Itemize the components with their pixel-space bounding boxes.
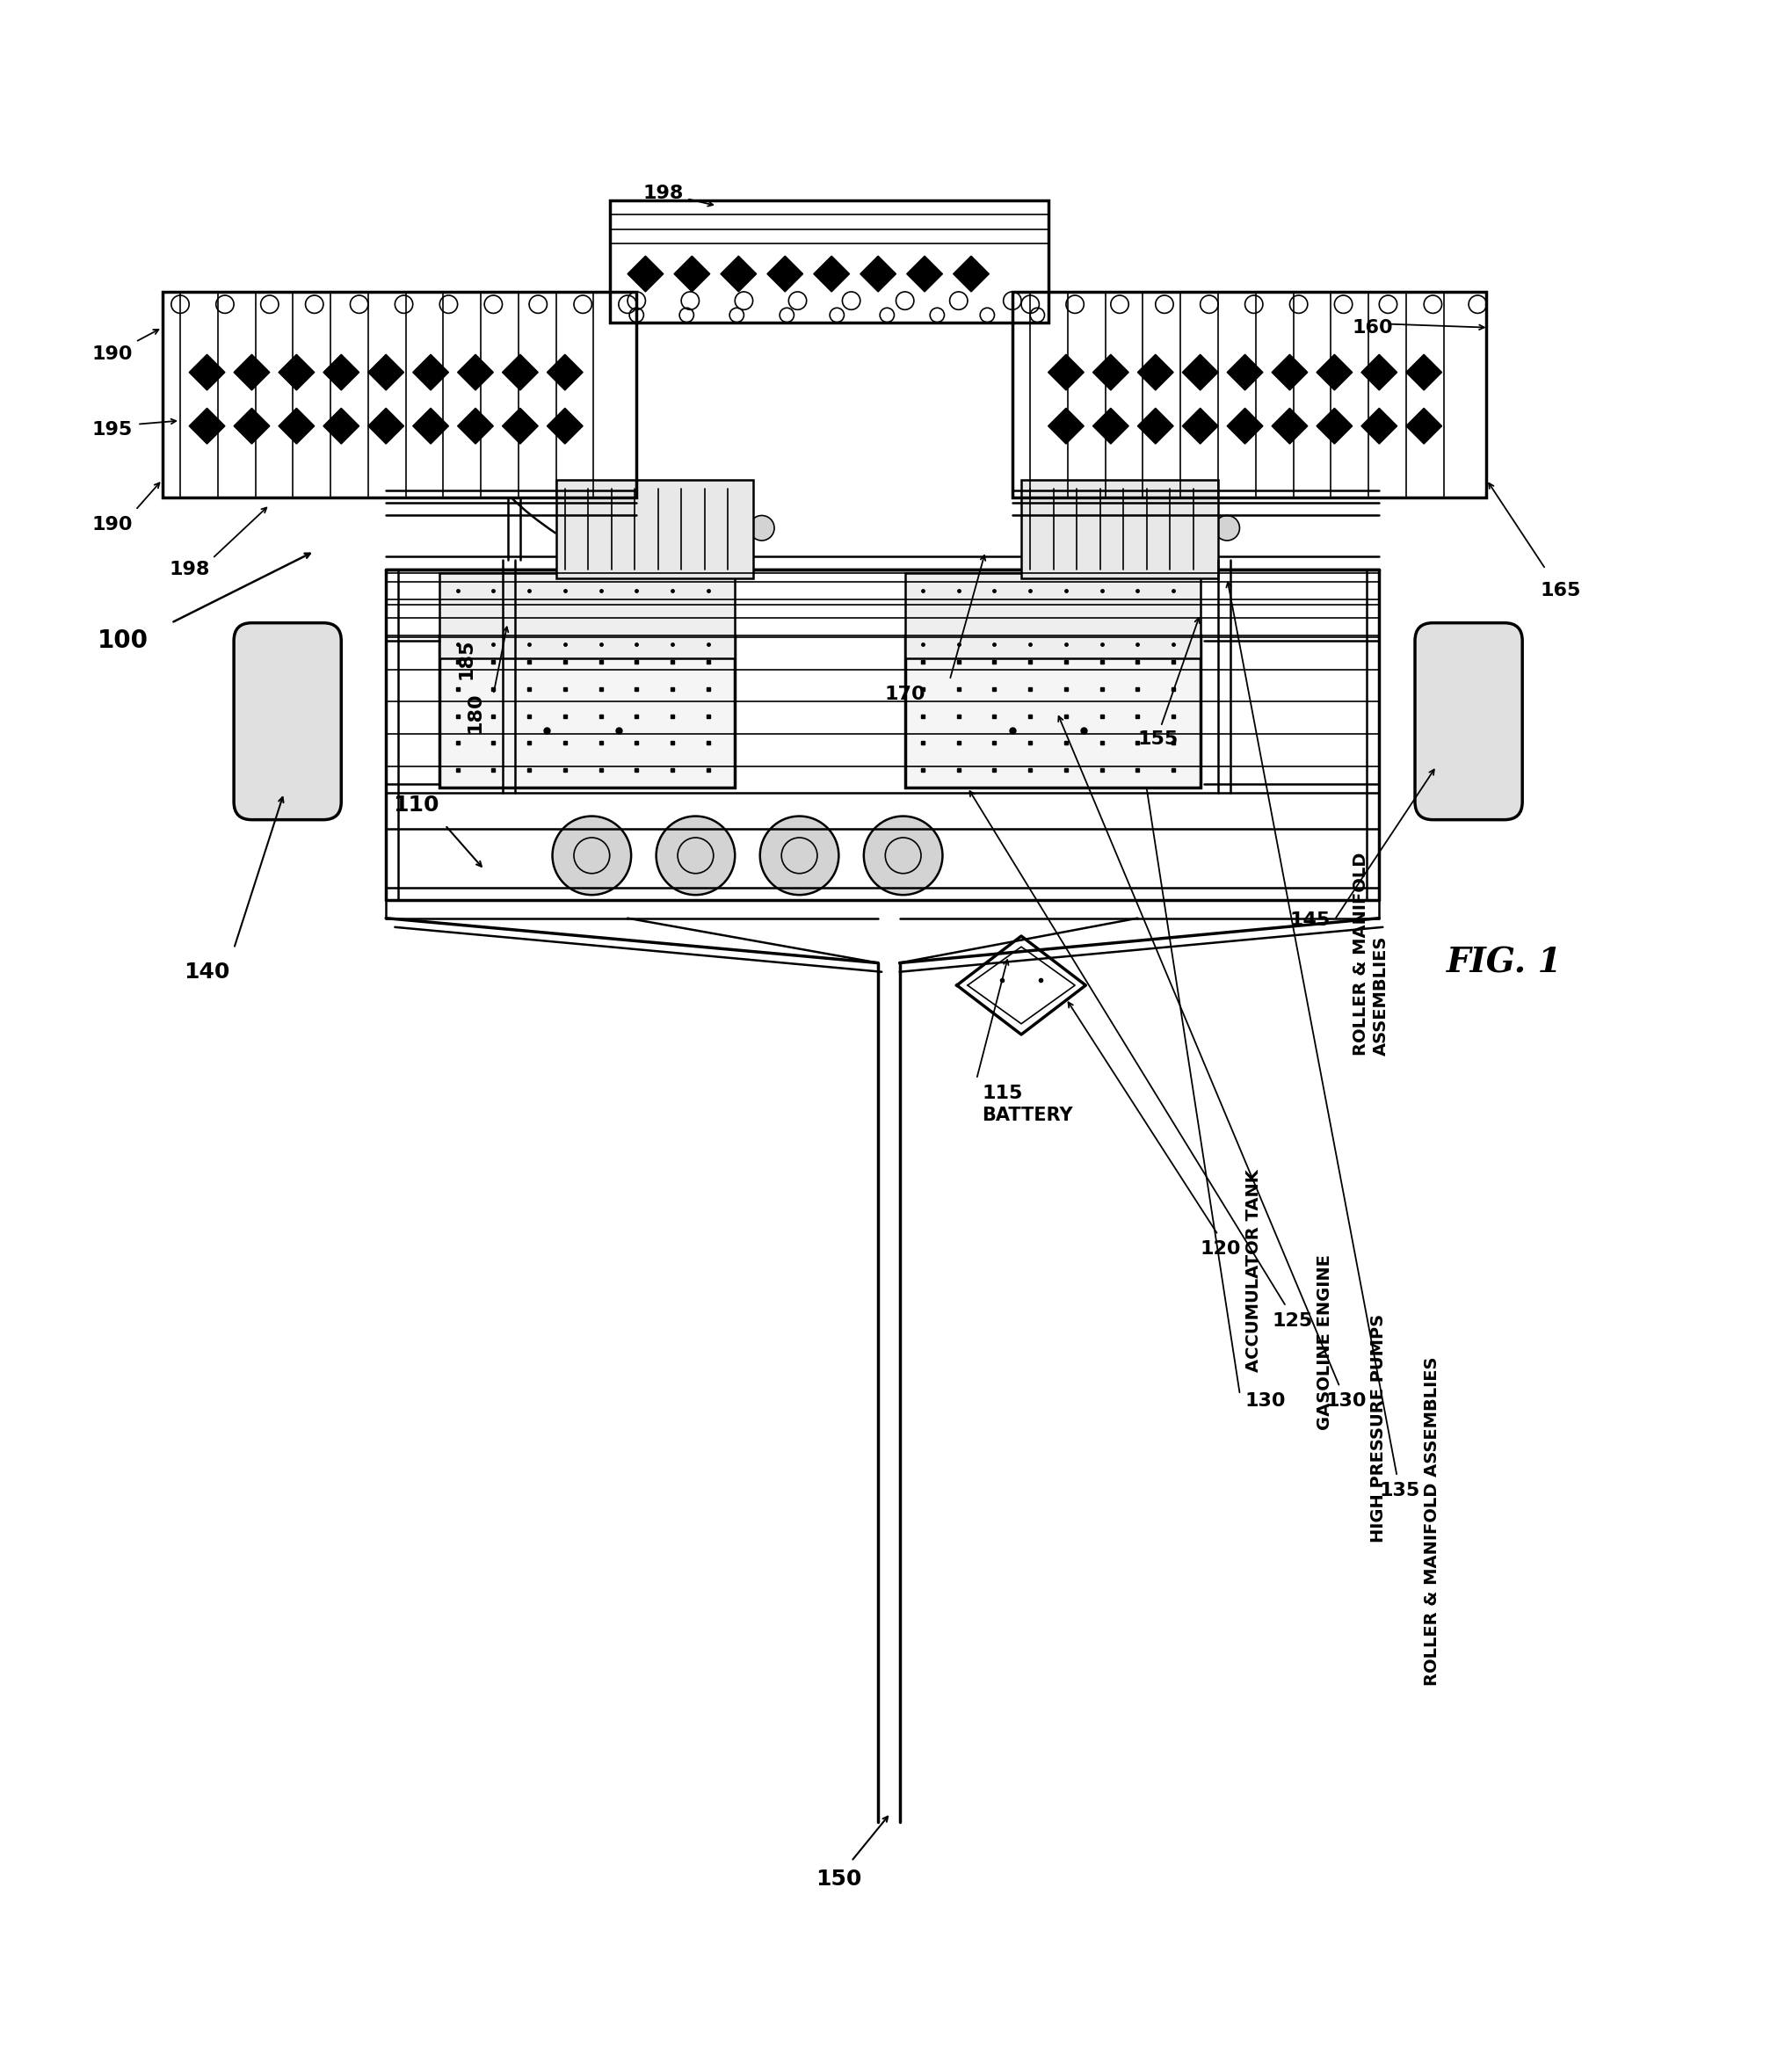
Polygon shape [1407,408,1443,445]
Polygon shape [502,408,538,445]
Text: ROLLER & MANIFOLD ASSEMBLIES: ROLLER & MANIFOLD ASSEMBLIES [1425,1357,1441,1686]
Polygon shape [627,257,663,292]
Polygon shape [412,354,448,391]
Polygon shape [1228,408,1263,445]
Polygon shape [1228,354,1263,391]
Text: GASOLINE ENGINE: GASOLINE ENGINE [1317,1254,1333,1430]
Text: 190: 190 [91,515,133,534]
Circle shape [552,815,631,896]
Polygon shape [860,257,896,292]
Polygon shape [502,354,538,391]
Polygon shape [1048,408,1084,445]
Polygon shape [1407,354,1443,391]
Bar [556,480,753,577]
Polygon shape [674,257,710,292]
Polygon shape [190,354,226,391]
Circle shape [1176,515,1201,540]
Polygon shape [1138,354,1174,391]
Circle shape [1195,515,1220,540]
Bar [1021,480,1219,577]
Polygon shape [1272,408,1308,445]
Polygon shape [547,354,582,391]
Text: 125: 125 [1272,1312,1312,1330]
Text: 195: 195 [91,420,133,439]
Text: BATTERY: BATTERY [982,1107,1073,1123]
Polygon shape [323,354,358,391]
Polygon shape [235,408,269,445]
Polygon shape [190,408,226,445]
Bar [439,635,735,788]
Text: 145: 145 [1290,910,1330,929]
Polygon shape [1093,408,1129,445]
Polygon shape [1362,408,1398,445]
Polygon shape [1362,354,1398,391]
Circle shape [760,815,839,896]
Circle shape [749,515,774,540]
Text: 120: 120 [1201,1241,1242,1258]
Bar [905,635,1201,788]
Text: 185: 185 [457,637,475,679]
Text: 198: 198 [168,561,210,577]
Polygon shape [1317,408,1353,445]
Text: 140: 140 [185,962,229,983]
Circle shape [710,515,735,540]
Text: 160: 160 [1353,319,1394,337]
Polygon shape [953,257,989,292]
Text: 150: 150 [815,1868,862,1889]
Polygon shape [235,354,269,391]
Circle shape [729,515,754,540]
Bar [1012,292,1487,497]
Text: ACCUMULATOR TANK: ACCUMULATOR TANK [1245,1169,1262,1372]
Text: 165: 165 [1541,581,1581,600]
Circle shape [1215,515,1240,540]
Polygon shape [1317,354,1353,391]
Polygon shape [1272,354,1308,391]
Polygon shape [367,354,403,391]
Polygon shape [547,408,582,445]
Polygon shape [278,354,314,391]
Polygon shape [1048,354,1084,391]
Text: FIG. 1: FIG. 1 [1446,946,1563,979]
Bar [439,573,735,658]
Bar [905,573,1201,658]
Polygon shape [457,354,493,391]
Polygon shape [278,408,314,445]
Polygon shape [1093,354,1129,391]
Text: ROLLER & MANIFOLD
ASSEMBLIES: ROLLER & MANIFOLD ASSEMBLIES [1353,852,1389,1055]
Text: 198: 198 [643,184,685,203]
Polygon shape [1183,408,1219,445]
Text: 180: 180 [466,691,484,732]
Text: 130: 130 [1326,1392,1366,1411]
Text: HIGH PRESSURE PUMPS: HIGH PRESSURE PUMPS [1371,1314,1387,1543]
Polygon shape [1138,408,1174,445]
Text: 135: 135 [1380,1481,1419,1500]
Polygon shape [323,408,358,445]
Polygon shape [1183,354,1219,391]
Text: 115: 115 [982,1084,1023,1103]
Polygon shape [907,257,943,292]
Text: 170: 170 [885,685,925,703]
Circle shape [864,815,943,896]
Polygon shape [412,408,448,445]
FancyBboxPatch shape [235,623,340,819]
Text: 100: 100 [97,629,149,654]
Polygon shape [767,257,803,292]
Polygon shape [457,408,493,445]
Text: 190: 190 [91,346,133,364]
Text: 155: 155 [1138,730,1177,749]
Polygon shape [720,257,756,292]
Circle shape [656,815,735,896]
Bar [609,201,1048,323]
Polygon shape [367,408,403,445]
Bar [163,292,636,497]
Text: 130: 130 [1245,1392,1287,1411]
Polygon shape [814,257,849,292]
Text: 110: 110 [392,794,439,815]
FancyBboxPatch shape [1416,623,1523,819]
